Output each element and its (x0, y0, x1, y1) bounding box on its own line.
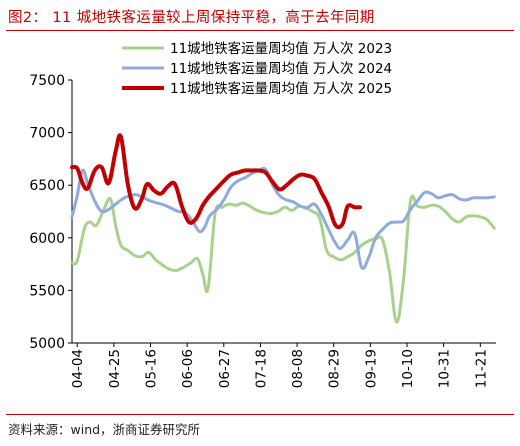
title-rule (6, 30, 514, 31)
y-tick-label: 7000 (29, 126, 65, 142)
y-tick-label: 6000 (29, 231, 65, 247)
x-tick-label: 06-27 (217, 349, 233, 388)
x-tick-label: 09-19 (363, 349, 379, 388)
legend-label-1: 11城地铁客运量周均值 万人次 2024 (170, 60, 392, 77)
legend-label-0: 11城地铁客运量周均值 万人次 2023 (170, 40, 392, 57)
x-tick-label: 06-06 (180, 349, 196, 388)
x-tick-label: 04-04 (70, 349, 86, 388)
y-tick-label: 5500 (29, 283, 65, 299)
series-line-1 (70, 166, 496, 270)
x-tick-label: 11-21 (473, 349, 489, 388)
x-tick-label: 10-31 (437, 349, 453, 388)
y-tick-label: 6500 (29, 178, 65, 194)
y-tick-label: 7500 (29, 73, 65, 89)
source-note: 资料来源：wind，浙商证券研究所 (8, 422, 201, 437)
x-tick-label: 07-18 (253, 349, 269, 388)
legend: 11城地铁客运量周均值 万人次 2023 11城地铁客运量周均值 万人次 2024… (122, 40, 392, 97)
x-tick-label: 08-08 (290, 349, 306, 388)
series-line-0 (70, 194, 496, 324)
series-line-2 (70, 133, 362, 230)
x-tick-label: 08-29 (327, 349, 343, 388)
axes: 5000 5500 6000 6500 7000 7500 04-04 04-25 05-16 0… (29, 73, 496, 388)
series-lines (70, 133, 496, 324)
figure-title: 图2： 11 城地铁客运量较上周保持平稳，高于去年同期 (8, 10, 375, 26)
y-tick-label: 5000 (29, 336, 65, 352)
x-tick-label: 04-25 (107, 349, 123, 388)
legend-label-2: 11城地铁客运量周均值 万人次 2025 (170, 80, 392, 97)
x-tick-label: 05-16 (144, 349, 160, 388)
source-rule (6, 414, 514, 415)
x-tick-label: 10-10 (400, 349, 416, 388)
